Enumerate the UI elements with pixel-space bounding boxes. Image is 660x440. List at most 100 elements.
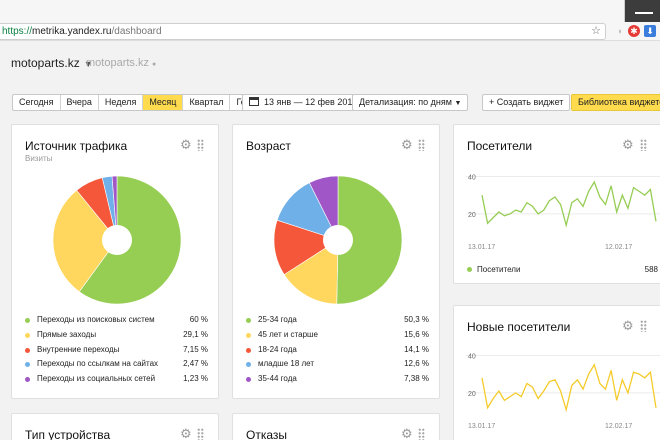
legend-value: 50,3 % xyxy=(404,315,429,324)
pie-center xyxy=(323,225,353,255)
chevron-down-icon: ▼ xyxy=(83,59,93,69)
pie-slice[interactable] xyxy=(336,175,403,305)
legend-value: 12,6 % xyxy=(404,359,429,369)
period-button[interactable]: Сегодня xyxy=(13,95,61,110)
age-widget: Возраст ⚙ 25-34 года 50,3 % 45 лет и старш… xyxy=(232,124,440,399)
gear-icon[interactable]: ⚙ xyxy=(180,137,192,152)
download-extension-icon[interactable]: ⬇ xyxy=(644,25,656,37)
legend-row[interactable]: Переходы по ссылкам на сайтах 2,47 % xyxy=(25,358,208,373)
drag-handle-icon[interactable] xyxy=(418,428,425,440)
create-widget-button[interactable]: + Создать виджет xyxy=(482,94,571,111)
widget-subtitle: Визиты xyxy=(25,154,53,163)
series-line[interactable] xyxy=(481,180,657,228)
url-host: metrika.yandex.ru xyxy=(32,26,112,37)
drag-handle-icon[interactable] xyxy=(640,320,647,332)
legend-label: 35-44 года xyxy=(258,374,297,384)
drag-handle-icon[interactable] xyxy=(418,139,425,151)
gear-icon[interactable]: ⚙ xyxy=(401,137,413,152)
pie-slice[interactable] xyxy=(308,175,339,241)
legend-label: 25-34 года xyxy=(258,315,297,324)
legend-value: 14,1 % xyxy=(404,344,429,354)
bookmark-star-icon[interactable]: ☆ xyxy=(591,25,601,37)
legend-dot xyxy=(246,332,251,338)
window-control[interactable] xyxy=(624,0,660,22)
legend-value: 1,23 % xyxy=(183,374,208,384)
legend-row[interactable]: Переходы из поисковых систем 60 % xyxy=(25,314,208,329)
period-button[interactable]: Месяц xyxy=(143,95,184,110)
age-pie-chart xyxy=(273,175,403,305)
pie-slice[interactable] xyxy=(111,175,118,241)
legend-dot xyxy=(25,347,30,353)
period-toolbar: СегодняВчераНеделяМесяцКварталГод 13 янв… xyxy=(0,94,660,112)
traffic-pie-chart xyxy=(52,175,182,305)
widget-library-button[interactable]: Библиотека виджетов xyxy=(571,94,660,111)
dot-icon: ● xyxy=(151,61,157,68)
new-visitors-widget: Новые посетители ⚙ 40 20 13.01.17 12.02.1… xyxy=(453,305,660,440)
y-tick-label: 20 xyxy=(468,391,476,398)
pie-slice[interactable] xyxy=(273,219,339,276)
legend-label: младше 18 лет xyxy=(258,359,315,369)
legend-dot xyxy=(25,332,30,338)
gear-icon[interactable]: ⚙ xyxy=(622,318,634,333)
site-alt-link[interactable]: motoparts.kz ● xyxy=(86,57,156,69)
pie-slice[interactable] xyxy=(52,189,118,293)
legend-label: 45 лет и старше xyxy=(258,329,318,339)
site-header: motoparts.kz ▼ motoparts.kz ● xyxy=(0,42,660,82)
widget-title: Новые посетители xyxy=(467,320,571,334)
traffic-source-widget: Источник трафика Визиты ⚙ Переходы из по… xyxy=(11,124,219,399)
legend-value: 7,15 % xyxy=(183,344,208,354)
legend-row[interactable]: младше 18 лет 12,6 % xyxy=(246,358,429,373)
site-alt-name: motoparts.kz xyxy=(86,57,149,69)
legend-row[interactable]: 35-44 года 7,38 % xyxy=(246,373,429,388)
plus-icon: + xyxy=(489,97,495,107)
x-axis-start: 13.01.17 xyxy=(468,423,496,430)
adblock-extension-icon[interactable]: ✱ xyxy=(628,25,640,37)
legend-dot xyxy=(25,318,30,323)
legend-dot xyxy=(246,347,251,353)
drag-handle-icon[interactable] xyxy=(640,139,647,151)
legend-label: Переходы из социальных сетей xyxy=(37,374,156,384)
legend-row[interactable]: Переходы из социальных сетей 1,23 % xyxy=(25,373,208,388)
drag-handle-icon[interactable] xyxy=(197,139,204,151)
widget-title: Отказы xyxy=(246,428,288,440)
gear-icon[interactable]: ⚙ xyxy=(401,426,413,440)
browser-tabstrip xyxy=(0,0,660,22)
legend-label: Внутренние переходы xyxy=(37,344,120,354)
gear-icon[interactable]: ⚙ xyxy=(180,426,192,440)
period-button[interactable]: Неделя xyxy=(99,95,144,110)
pie-slice[interactable] xyxy=(283,239,339,305)
widget-library-label: Библиотека виджетов xyxy=(578,97,660,107)
calendar-icon xyxy=(249,97,259,106)
widget-title: Возраст xyxy=(246,139,291,153)
create-widget-label: Создать виджет xyxy=(496,97,564,107)
legend-dot xyxy=(25,362,30,368)
legend-row[interactable]: 45 лет и старше 15,6 % xyxy=(246,329,429,344)
legend-row[interactable]: 18-24 года 14,1 % xyxy=(246,344,429,359)
gear-icon[interactable]: ⚙ xyxy=(622,137,634,152)
series-line[interactable] xyxy=(481,363,657,413)
site-selector[interactable]: motoparts.kz ▼ xyxy=(11,56,93,70)
drag-handle-icon[interactable] xyxy=(197,428,204,440)
x-axis-end: 12.02.17 xyxy=(605,244,633,251)
legend-row[interactable]: Внутренние переходы 7,15 % xyxy=(25,344,208,359)
period-button[interactable]: Квартал xyxy=(183,95,231,110)
legend-row[interactable]: Прямые заходы 29,1 % xyxy=(25,329,208,344)
url-bar[interactable]: https://metrika.yandex.ru/dashboard ☆ xyxy=(0,23,606,40)
legend-label: Переходы по ссылкам на сайтах xyxy=(37,359,159,369)
y-tick-label: 40 xyxy=(468,174,476,181)
widget-title: Источник трафика xyxy=(25,139,128,153)
chevron-down-icon: ▼ xyxy=(454,100,462,107)
legend-row[interactable]: 25-34 года 50,3 % xyxy=(246,314,429,329)
detail-dropdown[interactable]: Детализация: по дням ▼ xyxy=(352,94,469,111)
period-button[interactable]: Вчера xyxy=(61,95,99,110)
browser-toolbar: https://metrika.yandex.ru/dashboard ☆ ◗ … xyxy=(0,22,660,41)
series-label: Посетители xyxy=(477,265,521,274)
y-tick-label: 40 xyxy=(468,353,476,360)
legend-label: 18-24 года xyxy=(258,344,297,354)
extension-icon[interactable]: ◗ xyxy=(617,26,623,36)
visitors-line-chart: 40 20 xyxy=(466,174,660,228)
date-range-button[interactable]: 13 янв — 12 фев 2017 xyxy=(242,94,365,111)
widget-title: Посетители xyxy=(467,139,533,153)
site-name: motoparts.kz xyxy=(11,56,80,70)
legend-label: Прямые заходы xyxy=(37,329,97,339)
